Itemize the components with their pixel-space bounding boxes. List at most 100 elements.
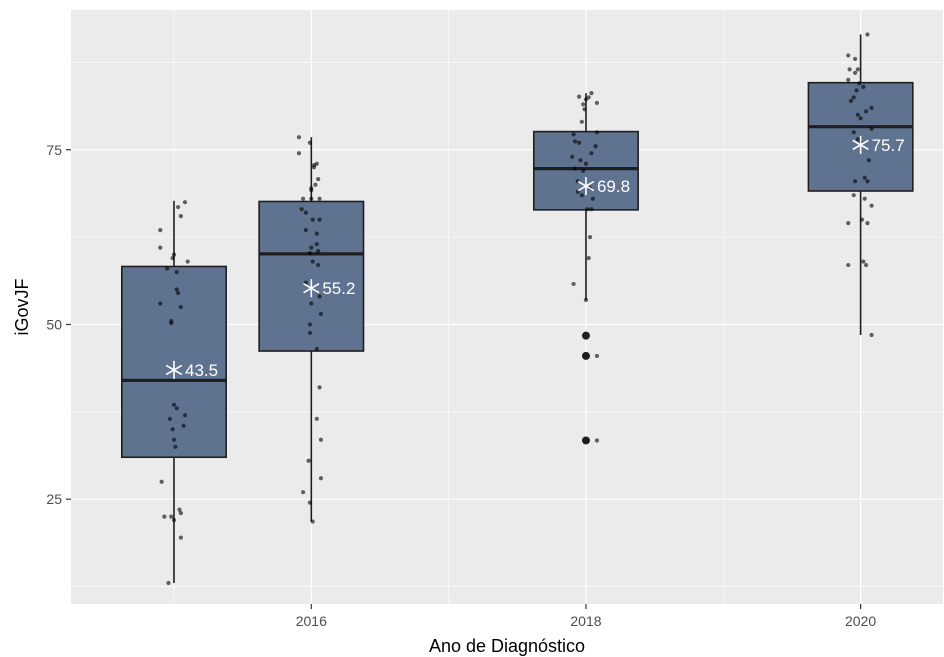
- data-point: [857, 81, 862, 86]
- data-point: [307, 330, 313, 335]
- data-point: [177, 507, 182, 512]
- data-point: [579, 119, 584, 124]
- data-point: [571, 281, 576, 287]
- data-point: [307, 251, 313, 256]
- data-point: [178, 535, 183, 540]
- data-point: [310, 217, 315, 222]
- mean-label: 43.5: [185, 361, 218, 380]
- data-point: [169, 514, 174, 519]
- data-point: [178, 511, 183, 516]
- data-point: [585, 207, 590, 212]
- data-point: [869, 105, 874, 110]
- data-point: [318, 437, 324, 442]
- data-point: [570, 154, 575, 159]
- data-point: [854, 88, 859, 93]
- data-point: [861, 259, 866, 264]
- mean-marker-stroke: [303, 282, 320, 294]
- data-point: [313, 182, 318, 187]
- data-point: [176, 290, 181, 296]
- data-point: [307, 500, 313, 505]
- mean-marker-icon: [303, 279, 320, 298]
- data-point: [176, 204, 181, 210]
- x-axis-title: Ano de Diagnóstico: [429, 636, 585, 656]
- data-point: [185, 259, 190, 264]
- data-point: [309, 245, 314, 250]
- data-point: [178, 304, 183, 310]
- data-point: [296, 135, 302, 140]
- data-point: [296, 151, 302, 156]
- data-point: [310, 519, 315, 524]
- data-point: [582, 107, 587, 112]
- y-tick-label: 75: [46, 142, 62, 158]
- data-point: [862, 196, 867, 201]
- data-point: [171, 402, 177, 407]
- mean-label: 69.8: [597, 177, 630, 196]
- data-point: [318, 311, 324, 317]
- boxplot-series: [121, 34, 914, 584]
- data-point: [861, 84, 866, 89]
- data-point: [846, 221, 851, 226]
- data-point: [594, 353, 600, 359]
- data-point: [863, 262, 869, 268]
- data-point: [167, 416, 172, 421]
- data-point: [314, 242, 319, 247]
- data-point: [166, 580, 171, 586]
- data-point: [594, 438, 600, 443]
- data-point: [869, 203, 874, 208]
- mean-label: 55.2: [322, 279, 355, 298]
- data-point: [855, 137, 860, 142]
- data-point: [846, 262, 851, 268]
- mean-marker-stroke: [852, 139, 869, 151]
- data-point: [851, 130, 856, 135]
- data-point: [851, 95, 856, 100]
- data-point: [170, 427, 175, 432]
- data-point: [307, 140, 313, 145]
- data-point: [869, 332, 874, 338]
- data-point: [173, 444, 178, 449]
- data-point: [865, 179, 870, 184]
- data-point: [572, 166, 578, 171]
- data-point: [309, 301, 314, 306]
- data-point: [318, 476, 324, 481]
- mean-markers: 43.5 55.2 69.8 75.7: [165, 135, 905, 380]
- data-point: [853, 70, 858, 75]
- data-point: [855, 67, 860, 72]
- data-point: [594, 130, 600, 135]
- data-point: [862, 175, 867, 180]
- data-point: [159, 479, 164, 484]
- data-point: [310, 259, 315, 264]
- y-tick-label: 50: [46, 316, 62, 332]
- x-tick-label: 2018: [570, 613, 601, 629]
- data-point: [171, 252, 177, 257]
- data-point: [848, 98, 854, 103]
- data-point: [571, 132, 576, 137]
- data-point: [317, 196, 322, 201]
- data-point: [171, 437, 177, 442]
- axes: 25 50 75 2016 2018 2020: [46, 142, 876, 629]
- data-point: [314, 346, 319, 352]
- box-2016: [258, 200, 365, 352]
- data-point: [309, 188, 314, 193]
- data-point: [590, 196, 595, 201]
- mean-label: 75.7: [872, 136, 905, 155]
- data-point: [170, 255, 175, 261]
- y-axis-title: iGovJF: [12, 278, 32, 335]
- data-point: [171, 518, 177, 523]
- data-point: [174, 269, 179, 275]
- data-point: [300, 196, 306, 201]
- jitter-points: [158, 32, 874, 586]
- data-point: [589, 91, 594, 96]
- data-point: [182, 413, 188, 418]
- data-point: [869, 126, 874, 131]
- data-point: [579, 193, 584, 198]
- data-point: [158, 245, 163, 250]
- data-point: [866, 158, 871, 163]
- x-tick-label: 2016: [296, 613, 327, 629]
- data-point: [846, 77, 851, 82]
- data-point: [587, 235, 593, 240]
- data-point: [303, 228, 308, 233]
- data-point: [859, 217, 865, 222]
- data-point: [182, 200, 188, 205]
- data-point: [581, 168, 586, 173]
